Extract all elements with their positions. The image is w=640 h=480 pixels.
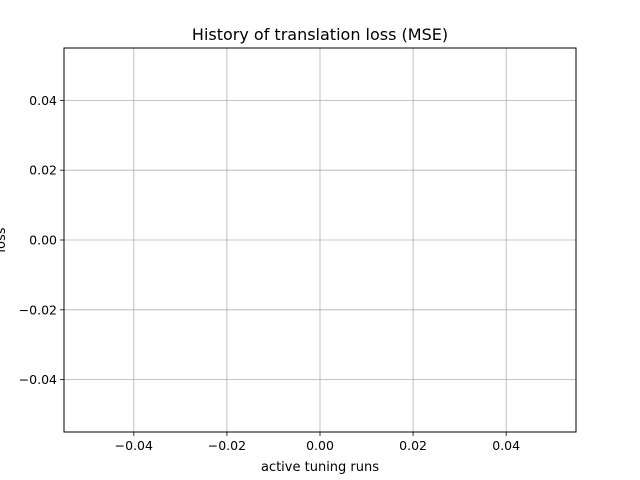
y-axis: −0.04 −0.02 0.00 0.02 0.04 [19,93,64,387]
x-tick-label: −0.02 [208,438,246,453]
chart-title: History of translation loss (MSE) [192,25,448,44]
y-tick-label: −0.04 [19,372,57,387]
y-tick-label: 0.00 [29,233,57,248]
grid [64,48,576,432]
y-axis-label: loss [0,227,9,252]
y-tick-label: 0.02 [29,163,57,178]
x-tick-label: 0.02 [399,438,427,453]
x-axis-label: active tuning runs [261,460,379,475]
x-axis: −0.04 −0.02 0.00 0.02 0.04 [115,432,520,453]
x-tick-label: 0.04 [492,438,520,453]
x-tick-label: 0.00 [306,438,334,453]
y-tick-label: −0.02 [19,302,57,317]
x-tick-label: −0.04 [115,438,153,453]
y-tick-label: 0.04 [29,93,57,108]
